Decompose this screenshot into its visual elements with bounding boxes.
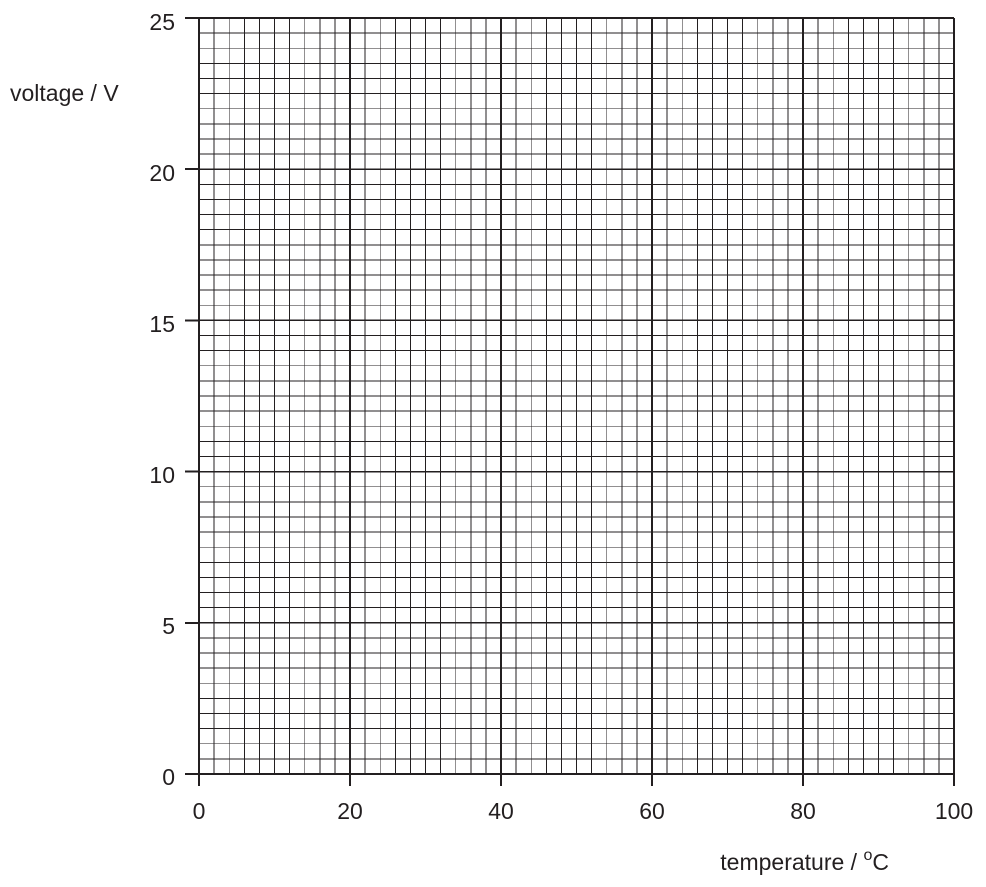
x-axis-title-main: temperature / — [720, 849, 863, 875]
x-tick-label-0: 0 — [193, 798, 206, 824]
x-axis-title-degree: o — [863, 847, 872, 864]
x-tick-label-20: 20 — [337, 798, 363, 824]
y-tick-label-20: 20 — [149, 160, 175, 186]
y-axis-title: voltage / V — [10, 80, 119, 106]
x-tick-label-40: 40 — [488, 798, 514, 824]
x-axis-title: temperature / oC — [720, 847, 889, 875]
minor-grid — [199, 18, 954, 774]
x-tick-label-80: 80 — [790, 798, 816, 824]
y-tick-label-0: 0 — [162, 764, 175, 790]
axes — [198, 18, 954, 775]
x-axis-title-unit: C — [872, 849, 889, 875]
y-tick-label-5: 5 — [162, 613, 175, 639]
tick-marks — [185, 17, 955, 786]
y-tick-label-10: 10 — [149, 462, 175, 488]
y-tick-labels: 0 5 10 15 20 25 — [149, 9, 175, 790]
x-tick-labels: 0 20 40 60 80 100 — [193, 798, 974, 824]
y-tick-label-15: 15 — [149, 311, 175, 337]
x-tick-label-100: 100 — [935, 798, 973, 824]
x-tick-label-60: 60 — [639, 798, 665, 824]
y-tick-label-25: 25 — [149, 9, 175, 35]
